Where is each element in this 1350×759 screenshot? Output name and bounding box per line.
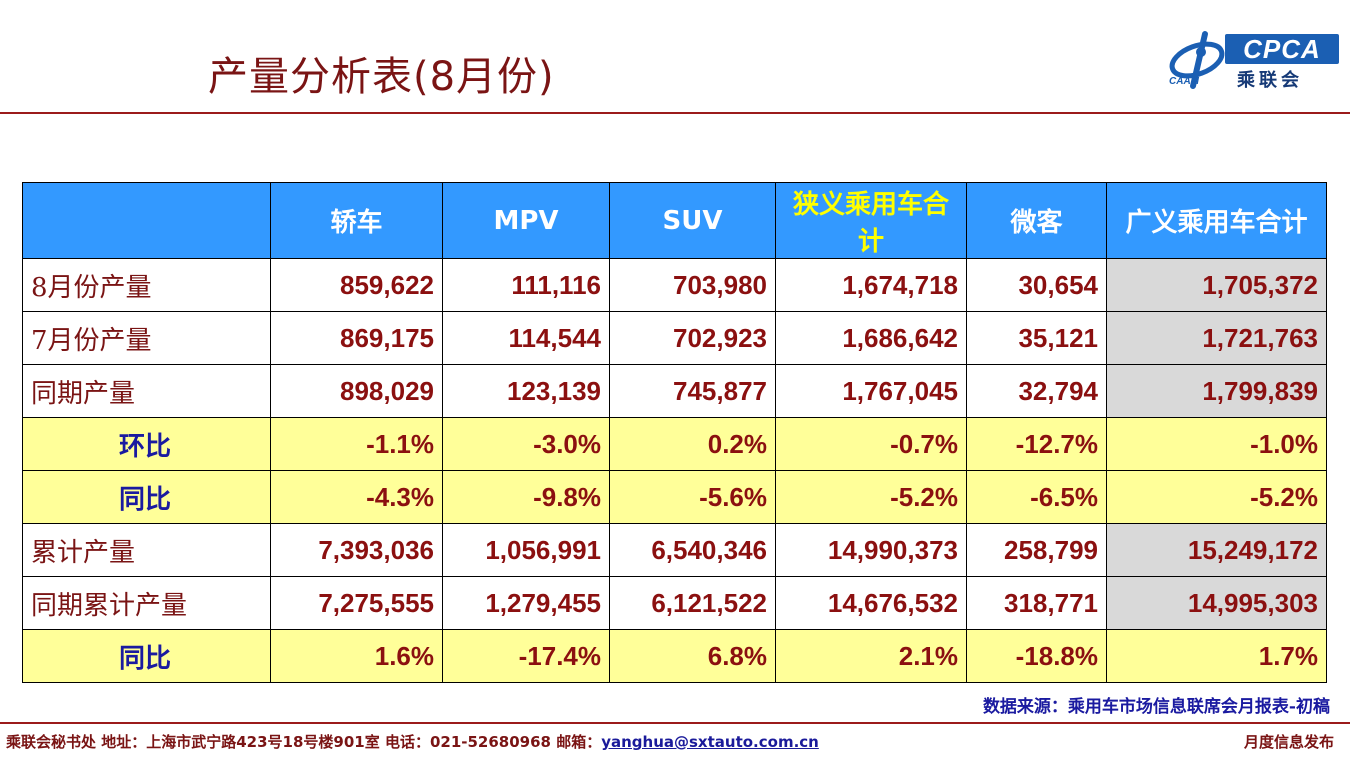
row-label: 环比: [22, 417, 271, 471]
bottom-divider: [0, 722, 1350, 724]
table-cell: 35,121: [966, 311, 1107, 365]
table-row: 同期产量 898,029 123,139 745,877 1,767,045 3…: [22, 364, 1327, 418]
table-cell: 1,056,991: [442, 523, 610, 577]
header-cell-broad-total: 广义乘用车合计: [1106, 182, 1327, 259]
table-cell: 1,279,455: [442, 576, 610, 630]
row-label: 同比: [22, 470, 271, 524]
table-row-ratio: 同比 1.6% -17.4% 6.8% 2.1% -18.8% 1.7%: [22, 629, 1327, 683]
row-label: 同比: [22, 629, 271, 683]
production-table: 轿车 MPV SUV 狭义乘用车合计 微客 广义乘用车合计 8月份产量 859,…: [22, 182, 1327, 683]
table-row-ratio: 同比 -4.3% -9.8% -5.6% -5.2% -6.5% -5.2%: [22, 470, 1327, 524]
table-cell: 745,877: [609, 364, 776, 418]
table-cell-total: 1,799,839: [1106, 364, 1327, 418]
table-cell: 114,544: [442, 311, 610, 365]
table-cell: 30,654: [966, 258, 1107, 312]
table-row: 7月份产量 869,175 114,544 702,923 1,686,642 …: [22, 311, 1327, 365]
header-cell-sedan: 轿车: [270, 182, 443, 259]
table-cell: 7,393,036: [270, 523, 443, 577]
footer-contact: 乘联会秘书处 地址：上海市武宁路423号18号楼901室 电话：021-5268…: [6, 731, 819, 752]
top-divider: [0, 112, 1350, 114]
table-cell: 1.6%: [270, 629, 443, 683]
table-cell: -5.2%: [775, 470, 967, 524]
footer-release-label: 月度信息发布: [1243, 733, 1334, 751]
table-header-row: 轿车 MPV SUV 狭义乘用车合计 微客 广义乘用车合计: [22, 182, 1327, 259]
table-cell: 6,540,346: [609, 523, 776, 577]
data-source-note: 数据来源：乘用车市场信息联席会月报表-初稿: [982, 697, 1330, 717]
logo-sub-text: CAAM: [1169, 76, 1199, 87]
table-cell: 32,794: [966, 364, 1107, 418]
table-cell: 859,622: [270, 258, 443, 312]
row-label: 累计产量: [22, 523, 271, 577]
table-cell: 703,980: [609, 258, 776, 312]
table-cell: 123,139: [442, 364, 610, 418]
logo-brand-text: CPCA: [1225, 34, 1339, 64]
row-label: 7月份产量: [22, 311, 271, 365]
logo-chinese-name: 乘联会: [1237, 70, 1303, 91]
footer-address-text: 乘联会秘书处 地址：上海市武宁路423号18号楼901室 电话：021-5268…: [6, 733, 602, 751]
table-cell: -5.6%: [609, 470, 776, 524]
table-cell: -0.7%: [775, 417, 967, 471]
header-cell-minibus: 微客: [966, 182, 1107, 259]
table-cell: 2.1%: [775, 629, 967, 683]
table-cell: 1,674,718: [775, 258, 967, 312]
table-row-ratio: 环比 -1.1% -3.0% 0.2% -0.7% -12.7% -1.0%: [22, 417, 1327, 471]
row-label: 同期累计产量: [22, 576, 271, 630]
table-cell-total: -1.0%: [1106, 417, 1327, 471]
table-cell: -1.1%: [270, 417, 443, 471]
table-cell: 14,676,532: [775, 576, 967, 630]
table-cell: -4.3%: [270, 470, 443, 524]
table-cell: -17.4%: [442, 629, 610, 683]
table-cell: 1,686,642: [775, 311, 967, 365]
table-cell: -9.8%: [442, 470, 610, 524]
table-cell: -3.0%: [442, 417, 610, 471]
footer-email-link[interactable]: yanghua@sxtauto.com.cn: [601, 733, 819, 751]
header-cell-suv: SUV: [609, 182, 776, 259]
table-cell: 111,116: [442, 258, 610, 312]
table-cell: 7,275,555: [270, 576, 443, 630]
table-cell-total: -5.2%: [1106, 470, 1327, 524]
table-cell: 869,175: [270, 311, 443, 365]
header-cell-narrow-total: 狭义乘用车合计: [775, 182, 967, 259]
page-title: 产量分析表(8月份): [208, 54, 555, 100]
table-row: 8月份产量 859,622 111,116 703,980 1,674,718 …: [22, 258, 1327, 312]
table-cell-total: 15,249,172: [1106, 523, 1327, 577]
table-cell: 702,923: [609, 311, 776, 365]
table-cell: -12.7%: [966, 417, 1107, 471]
table-cell: -6.5%: [966, 470, 1107, 524]
row-label: 8月份产量: [22, 258, 271, 312]
table-cell: 6.8%: [609, 629, 776, 683]
table-cell-total: 1,705,372: [1106, 258, 1327, 312]
cpca-emblem-icon: [1169, 31, 1225, 89]
table-cell: 898,029: [270, 364, 443, 418]
table-cell-total: 14,995,303: [1106, 576, 1327, 630]
table-row: 累计产量 7,393,036 1,056,991 6,540,346 14,99…: [22, 523, 1327, 577]
table-cell: 14,990,373: [775, 523, 967, 577]
table-cell: 258,799: [966, 523, 1107, 577]
table-cell: -18.8%: [966, 629, 1107, 683]
table-cell: 0.2%: [609, 417, 776, 471]
row-label: 同期产量: [22, 364, 271, 418]
table-cell-total: 1.7%: [1106, 629, 1327, 683]
header-cell-empty: [22, 182, 271, 259]
table-row: 同期累计产量 7,275,555 1,279,455 6,121,522 14,…: [22, 576, 1327, 630]
table-cell: 6,121,522: [609, 576, 776, 630]
table-cell-total: 1,721,763: [1106, 311, 1327, 365]
table-cell: 1,767,045: [775, 364, 967, 418]
header-cell-mpv: MPV: [442, 182, 610, 259]
cpca-logo: CPCA 乘联会 CAAM: [1165, 30, 1345, 92]
table-cell: 318,771: [966, 576, 1107, 630]
